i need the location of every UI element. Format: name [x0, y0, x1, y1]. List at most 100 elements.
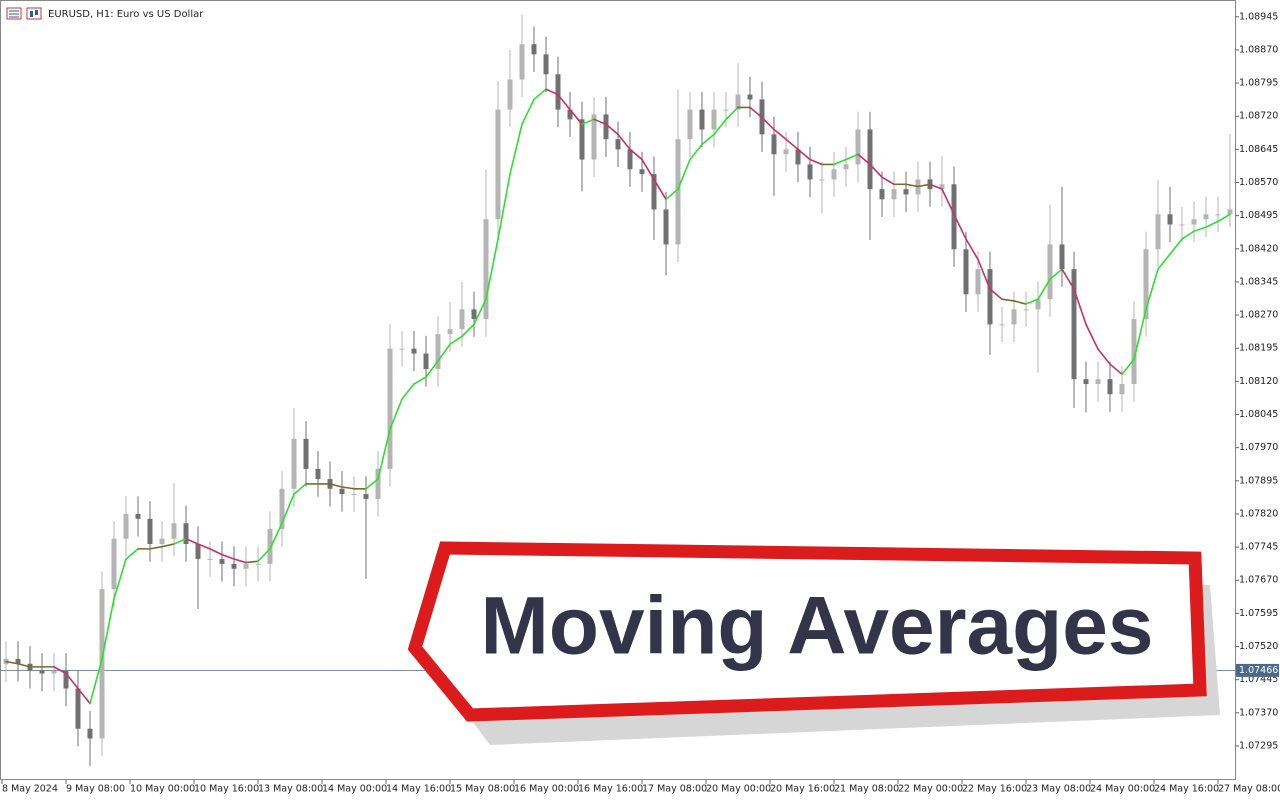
candle-body [471, 309, 477, 320]
x-tick-label: 27 May 08:00 [1218, 784, 1280, 795]
candle-body [579, 119, 585, 160]
ma-segment [1109, 363, 1123, 376]
x-tick-label: 22 May 00:00 [898, 784, 963, 795]
plot-frame [0, 0, 1236, 780]
candle-body [723, 109, 729, 111]
candle-body [699, 109, 705, 130]
ma-segment [1169, 238, 1183, 255]
candle-body [171, 523, 177, 539]
ma-segment [989, 288, 1003, 300]
x-tick-label: 16 May 00:00 [514, 784, 579, 795]
candle-body [243, 563, 249, 569]
ma-segment [785, 138, 799, 151]
candle-body [1179, 224, 1185, 226]
ma-segment [365, 478, 379, 490]
candle-body [627, 149, 633, 170]
ma-segment [113, 558, 127, 600]
candle-body [603, 114, 609, 140]
candle-body [447, 329, 453, 335]
candle-body [339, 488, 345, 495]
ma-segment [653, 178, 667, 201]
ma-segment [161, 543, 175, 548]
ma-segment [89, 658, 103, 705]
ma-segment [545, 88, 559, 96]
ma-segment [701, 133, 715, 146]
ma-segment [1121, 358, 1135, 376]
ma-segment [581, 118, 595, 125]
ma-segment [257, 548, 271, 563]
chart-title: EURUSD, H1: Euro vs US Dollar [48, 9, 204, 20]
candle-body [255, 563, 261, 565]
y-tick-label: 1.08045 [1239, 409, 1278, 420]
y-tick-label: 1.08720 [1239, 111, 1278, 122]
ma-segment [341, 486, 355, 490]
ma-segment [485, 238, 499, 300]
ma-segment [329, 483, 343, 488]
y-tick-label: 1.07520 [1239, 641, 1278, 652]
candle-body [975, 269, 981, 295]
candle-body [591, 114, 597, 160]
candle-body [819, 179, 825, 181]
candle-body [291, 438, 297, 489]
candle-body [267, 528, 273, 564]
x-tick-label: 24 May 16:00 [1154, 784, 1219, 795]
ma-segment [725, 106, 739, 121]
candle-body [1035, 299, 1041, 310]
candle-body [987, 269, 993, 325]
candle-body [1227, 209, 1233, 215]
ma-segment [17, 662, 31, 668]
icon [30, 11, 33, 17]
candle-body [663, 209, 669, 245]
candle-body [963, 249, 969, 295]
ma-segment [293, 483, 307, 495]
candle-body [459, 309, 465, 330]
candle-body [63, 670, 69, 689]
candle-body [531, 44, 537, 55]
ma-segment [5, 660, 19, 665]
ma-segment [1025, 298, 1039, 305]
y-tick-label: 1.07820 [1239, 508, 1278, 519]
y-tick-label: 1.07445 [1239, 674, 1278, 685]
y-tick-label: 1.07295 [1239, 740, 1278, 751]
ma-segment [197, 543, 211, 550]
candle-body [771, 134, 777, 155]
candle-body [1215, 214, 1221, 216]
candle-body [387, 348, 393, 469]
candle-body [675, 139, 681, 245]
candle-body [183, 523, 189, 545]
ma-segment [1049, 268, 1063, 281]
candle-body [807, 164, 813, 180]
candle-body [1059, 244, 1065, 270]
banner-text: Moving Averages [481, 581, 1154, 672]
ma-segment [917, 183, 931, 188]
y-tick-label: 1.08270 [1239, 310, 1278, 321]
candle-body [39, 670, 45, 674]
ma-segment [761, 116, 775, 131]
candle-body [1119, 384, 1125, 395]
x-tick-label: 14 May 00:00 [322, 784, 387, 795]
candle-body [855, 129, 861, 165]
ma-segment [665, 188, 679, 201]
ma-segment [569, 108, 583, 125]
ma-segment [185, 537, 199, 545]
candle-body [843, 164, 849, 170]
ma-segment [209, 548, 223, 556]
y-tick-label: 1.07745 [1239, 542, 1278, 553]
y-tick-label: 1.07670 [1239, 575, 1278, 586]
current-price-label: 1.07466 [1239, 665, 1278, 676]
y-tick-label: 1.08195 [1239, 343, 1278, 354]
ma-segment [833, 158, 847, 166]
x-tick-label: 9 May 08:00 [66, 784, 125, 795]
candle-body [1011, 309, 1017, 325]
candle-body [543, 54, 549, 75]
ma-segment [1001, 298, 1015, 302]
candle-body [567, 109, 573, 120]
ma-segment [461, 323, 475, 338]
candle-body [879, 189, 885, 200]
ma-segment [689, 143, 703, 161]
candle-body [735, 94, 741, 110]
candle-body [1167, 214, 1173, 225]
candle-body [207, 559, 213, 561]
candle-body [399, 348, 405, 350]
ma-segment [377, 428, 391, 480]
